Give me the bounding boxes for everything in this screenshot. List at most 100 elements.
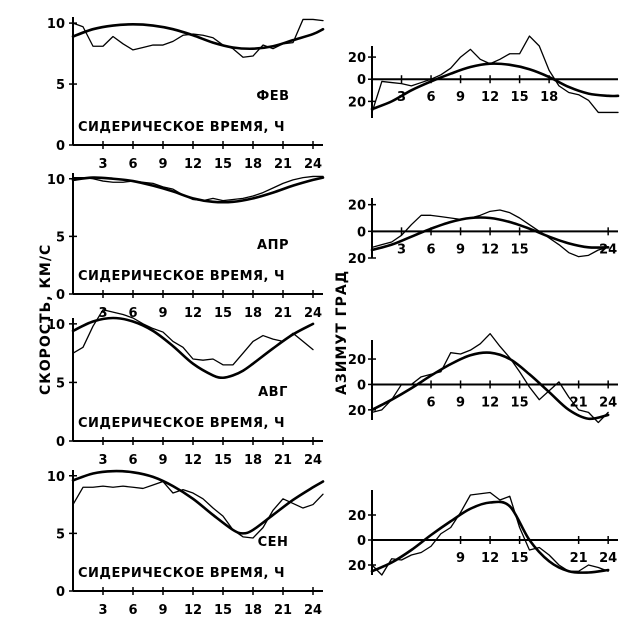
y-tick-label: 20 <box>348 199 366 214</box>
speed-axis-title: СКОРОСТЬ, КМ/С <box>38 244 54 395</box>
panel-2: 20 0 20 3 6 9 12 15 18 <box>348 35 620 118</box>
y-tick-label: 0 <box>357 225 366 240</box>
x-tick-label: 24 <box>599 242 617 257</box>
panel-3: 0 5 10 3 6 9 12 15 18 21 24 АПР СИДЕРИЧЕСКОЕ ВРЕМЯ, … <box>47 173 325 321</box>
x-tick-label: 15 <box>511 395 529 410</box>
x-tick-label: 12 <box>481 395 499 410</box>
measured-line <box>371 333 609 424</box>
x-tick-label: 6 <box>128 157 137 172</box>
x-tick-label: 9 <box>456 242 465 257</box>
x-tick-label: 3 <box>98 453 107 468</box>
y-tick-label: 10 <box>47 173 65 188</box>
x-tick-label: 18 <box>244 157 262 172</box>
y-tick-label: 0 <box>56 288 65 303</box>
x-tick-label: 3 <box>397 90 406 105</box>
x-tick-label: 6 <box>427 242 436 257</box>
x-tick-label: 21 <box>570 551 588 566</box>
x-tick-label: 12 <box>184 306 202 321</box>
y-tick-label: 20 <box>348 404 366 419</box>
y-tick-label: 20 <box>348 353 366 368</box>
y-tick-label: 20 <box>348 252 366 267</box>
x-tick-label: 12 <box>184 157 202 172</box>
y-tick-label: 5 <box>56 527 65 542</box>
y-tick-label: 20 <box>348 509 366 524</box>
y-tick-label: 0 <box>56 585 65 600</box>
x-tick-label: 18 <box>244 603 262 618</box>
x-tick-label: 21 <box>274 603 292 618</box>
x-tick-label: 21 <box>570 395 588 410</box>
panel-7: 0 5 10 3 6 9 12 15 18 21 24 СЕН СИДЕРИЧЕСКОЕ ВРЕМЯ, … <box>47 469 325 618</box>
x-tick-label: 9 <box>158 603 167 618</box>
month-label: АВГ <box>258 385 288 400</box>
measured-line <box>371 35 619 114</box>
smooth-curve <box>370 500 610 574</box>
x-tick-label: 9 <box>456 551 465 566</box>
y-tick-label: 5 <box>56 78 65 93</box>
month-label: СЕН <box>258 535 289 550</box>
measured-line <box>371 209 609 258</box>
smooth-curve <box>370 216 610 252</box>
x-tick-label: 18 <box>244 306 262 321</box>
x-tick-label: 24 <box>599 395 617 410</box>
x-tick-label: 12 <box>481 242 499 257</box>
y-tick-label: 20 <box>348 51 366 66</box>
x-tick-label: 21 <box>274 306 292 321</box>
y-tick-label: 20 <box>348 559 366 574</box>
y-tick-label: 10 <box>47 470 65 485</box>
x-tick-label: 15 <box>511 90 529 105</box>
x-tick-label: 24 <box>304 306 322 321</box>
x-tick-label: 15 <box>214 306 232 321</box>
y-tick-label: 20 <box>348 95 366 110</box>
y-tick-label: 5 <box>56 230 65 245</box>
time-axis-label: СИДЕРИЧЕСКОЕ ВРЕМЯ, Ч <box>78 566 285 581</box>
x-tick-label: 15 <box>214 603 232 618</box>
y-tick-label: 5 <box>56 376 65 391</box>
panels: 0 5 10 3 6 9 12 15 18 21 24 ФЕВ СИДЕРИЧЕСКОЕ ВРЕМЯ, … <box>47 17 620 618</box>
month-label: АПР <box>257 238 289 253</box>
panel-8: 20 0 20 9 12 15 21 24 <box>348 490 618 576</box>
time-axis-label: СИДЕРИЧЕСКОЕ ВРЕМЯ, Ч <box>78 416 285 431</box>
y-tick-label: 0 <box>56 139 65 154</box>
x-tick-label: 21 <box>274 157 292 172</box>
smooth-curve <box>71 469 325 535</box>
y-tick-label: 0 <box>357 378 366 393</box>
y-tick-label: 10 <box>47 17 65 32</box>
x-tick-label: 18 <box>244 453 262 468</box>
panel-1: 0 5 10 3 6 9 12 15 18 21 24 ФЕВ СИДЕРИЧЕСКОЕ ВРЕМЯ, … <box>47 17 325 172</box>
x-tick-label: 12 <box>184 603 202 618</box>
x-tick-label: 15 <box>511 551 529 566</box>
smooth-curve <box>370 351 610 421</box>
x-tick-label: 9 <box>158 453 167 468</box>
x-tick-label: 15 <box>214 157 232 172</box>
y-tick-label: 0 <box>56 435 65 450</box>
panel-4: 20 0 20 3 6 9 12 15 24 <box>348 198 618 267</box>
x-tick-label: 9 <box>158 306 167 321</box>
x-tick-label: 21 <box>274 453 292 468</box>
y-tick-label: 10 <box>47 318 65 333</box>
measured-line <box>72 309 314 366</box>
time-axis-label: СИДЕРИЧЕСКОЕ ВРЕМЯ, Ч <box>78 269 285 284</box>
x-tick-label: 12 <box>184 453 202 468</box>
x-tick-label: 3 <box>98 157 107 172</box>
y-tick-label: 0 <box>357 534 366 549</box>
y-tick-label: 0 <box>357 73 366 88</box>
x-tick-label: 18 <box>540 90 558 105</box>
x-tick-label: 9 <box>456 90 465 105</box>
x-tick-label: 12 <box>481 551 499 566</box>
x-tick-label: 12 <box>481 90 499 105</box>
x-tick-label: 3 <box>397 242 406 257</box>
x-tick-label: 6 <box>128 603 137 618</box>
smooth-curve <box>71 176 325 204</box>
x-tick-label: 24 <box>304 603 322 618</box>
x-tick-label: 3 <box>98 603 107 618</box>
azimuth-axis-title: АЗИМУТ ГРАД <box>334 270 350 395</box>
x-tick-label: 24 <box>304 157 322 172</box>
x-tick-label: 9 <box>456 395 465 410</box>
smooth-curve <box>370 62 620 111</box>
measured-line <box>72 480 324 539</box>
x-tick-label: 15 <box>214 453 232 468</box>
x-tick-label: 24 <box>599 551 617 566</box>
month-label: ФЕВ <box>256 89 289 104</box>
panel-6: 20 0 20 6 9 12 15 21 24 <box>348 333 618 424</box>
